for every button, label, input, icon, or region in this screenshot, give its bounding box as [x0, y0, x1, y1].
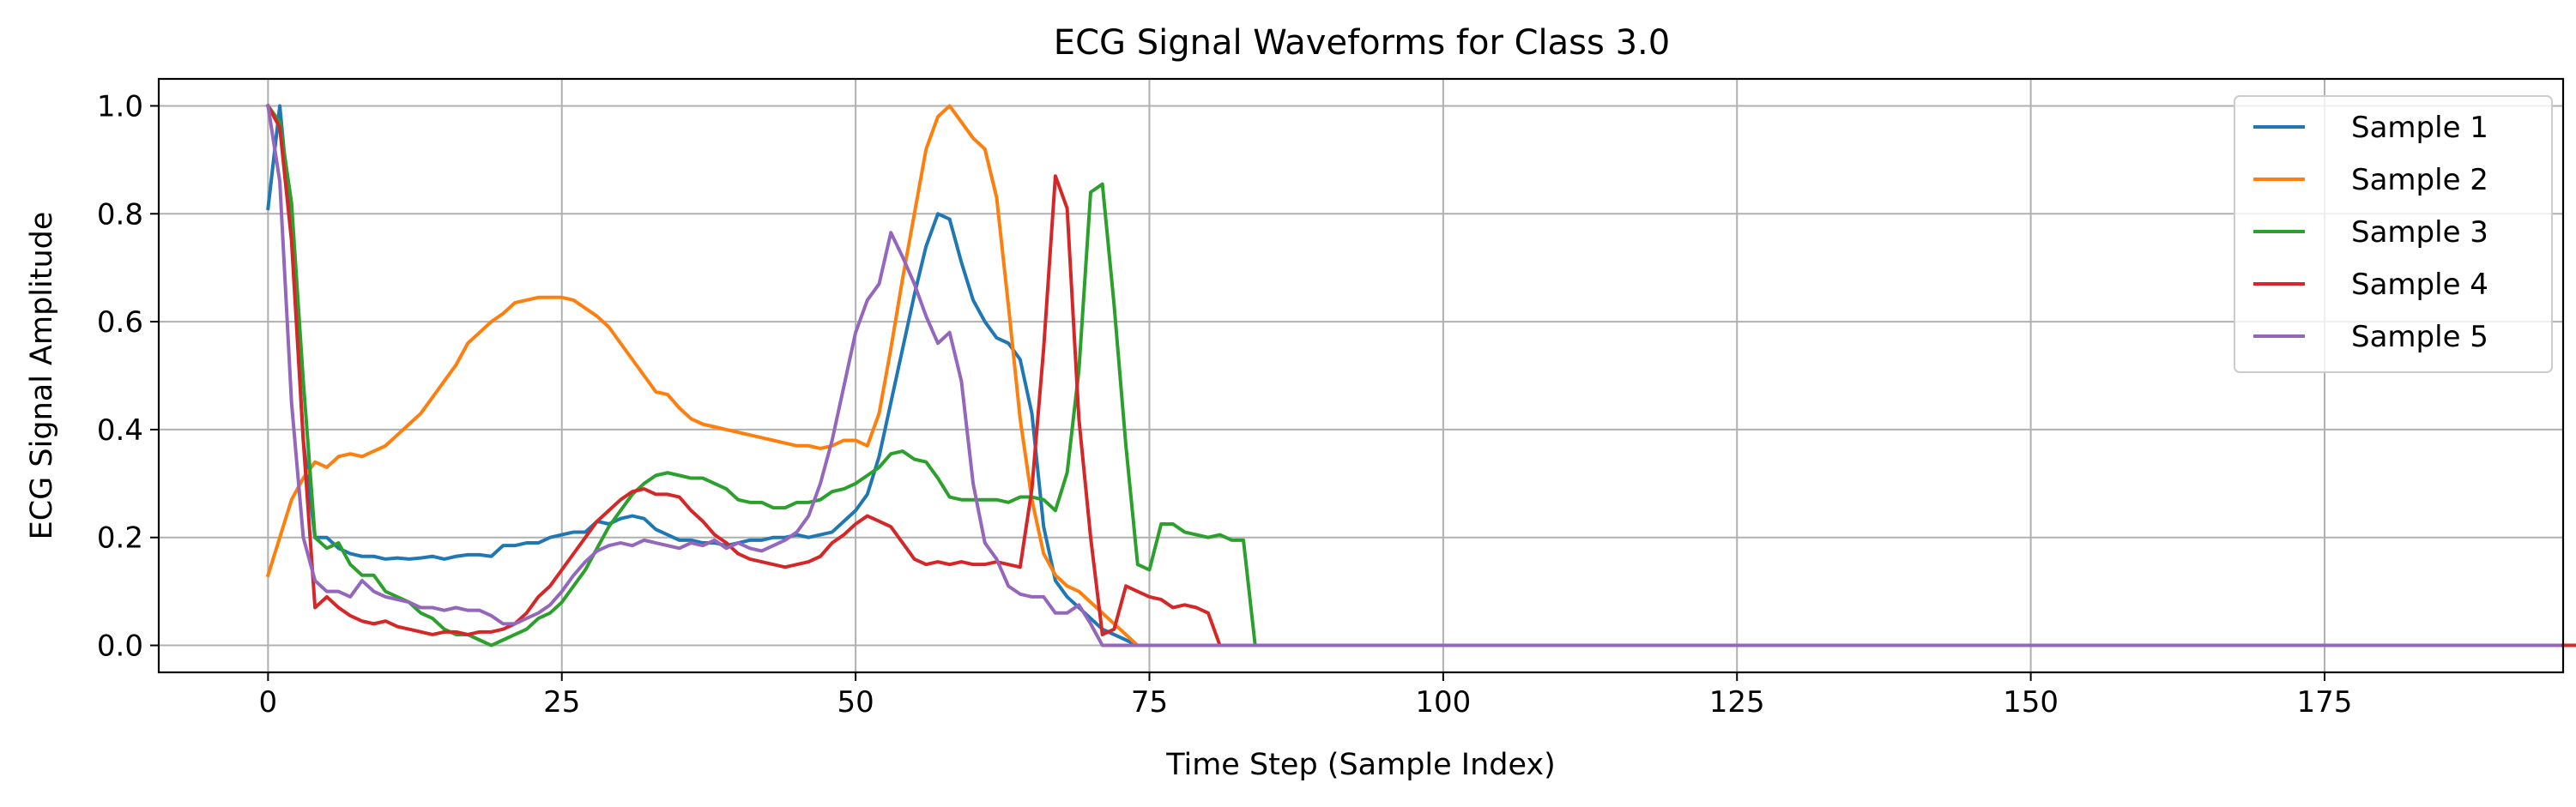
- x-axis-label: Time Step (Sample Index): [1165, 748, 1556, 782]
- plot-frame: [157, 77, 2565, 674]
- y-tick-label: 0.0: [97, 629, 143, 664]
- y-tick-label: 1.0: [97, 89, 143, 123]
- x-tick-label: 100: [1415, 685, 1471, 720]
- x-tick-label: 0: [259, 685, 278, 720]
- legend-box: [2234, 95, 2553, 373]
- x-tick-label: 175: [2297, 685, 2353, 720]
- y-tick-label: 0.2: [97, 521, 143, 556]
- y-axis-label: ECG Signal Amplitude: [25, 212, 59, 540]
- grid-lines: [159, 79, 2563, 672]
- series-layer: [265, 103, 2576, 647]
- axis-ticks: 0 25 50 75 100 125 150 175 0.0 0.2 0.4 0.6 0.8 1.0: [97, 89, 2353, 720]
- legend-label-1: Sample 1: [2351, 111, 2488, 145]
- legend-label-4: Sample 4: [2351, 268, 2488, 302]
- legend: Sample 1 Sample 2 Sample 3 Sample 4 Sample 5: [2234, 95, 2553, 373]
- y-tick-label: 0.6: [97, 305, 143, 340]
- chart-title: ECG Signal Waveforms for Class 3.0: [1054, 23, 1670, 63]
- series-line-5: [266, 104, 2561, 647]
- legend-label-5: Sample 5: [2351, 320, 2488, 354]
- x-tick-label: 125: [1709, 685, 1765, 720]
- x-tick-label: 50: [837, 685, 874, 720]
- x-tick-label: 75: [1131, 685, 1168, 720]
- y-tick-label: 0.8: [97, 197, 143, 232]
- x-tick-label: 150: [2003, 685, 2059, 720]
- x-tick-label: 25: [543, 685, 580, 720]
- legend-label-2: Sample 2: [2351, 163, 2488, 197]
- y-tick-label: 0.4: [97, 413, 143, 448]
- legend-label-3: Sample 3: [2351, 215, 2488, 250]
